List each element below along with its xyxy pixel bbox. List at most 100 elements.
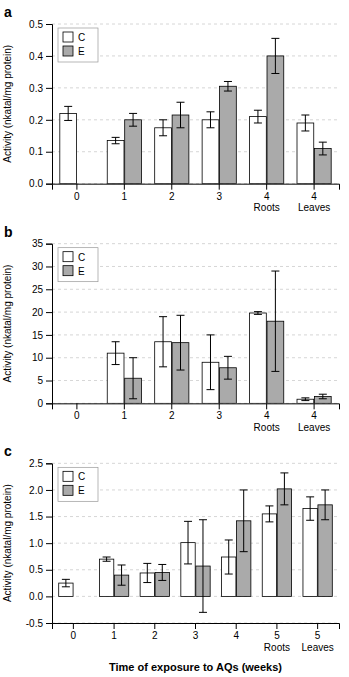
tick-mark <box>124 403 125 409</box>
tick-mark <box>317 623 318 629</box>
y-tick: 0.5 <box>29 19 52 30</box>
tick-mark <box>171 184 172 190</box>
error-bar <box>199 520 207 613</box>
error-bar <box>280 473 288 505</box>
legend-label: E <box>78 485 85 496</box>
legend-swatch <box>63 32 73 42</box>
x-tick: 0 <box>74 184 80 202</box>
grid-line <box>52 334 339 335</box>
error-bar <box>64 106 72 120</box>
error-bar <box>118 565 126 585</box>
tick-mark <box>46 596 52 597</box>
tick-mark <box>46 184 52 185</box>
panel: c-0.50.00.51.01.52.02.5012345Roots5Leave… <box>2 443 340 673</box>
legend-label: E <box>78 266 85 277</box>
error-bar <box>177 315 185 370</box>
axis-line <box>46 25 53 185</box>
legend: CE <box>58 467 98 501</box>
tick-label: 2 <box>169 191 175 202</box>
tick-mark <box>46 289 52 290</box>
error-bar <box>319 394 327 399</box>
grid <box>52 24 339 184</box>
grid-line <box>52 289 339 290</box>
bar <box>267 56 284 184</box>
error-bar <box>224 81 232 91</box>
tick-mark <box>46 24 52 25</box>
grid-line <box>52 380 339 381</box>
marks <box>107 271 331 403</box>
legend-swatch <box>63 46 73 56</box>
legend-label: C <box>78 471 85 482</box>
tick-label: 25 <box>32 284 44 295</box>
tick-mark <box>236 623 237 629</box>
tick-label: 0.1 <box>29 146 43 157</box>
error-bar <box>159 120 167 136</box>
tick-label: 5 <box>37 375 43 386</box>
bar <box>107 141 124 184</box>
plot: 0510152025303501234Roots4LeavesActivity … <box>2 238 340 433</box>
y-tick: 1.0 <box>29 538 52 549</box>
tick-mark <box>219 403 220 409</box>
tick-mark <box>46 381 52 382</box>
error-bar <box>143 563 151 582</box>
y-tick: 0.0 <box>29 591 52 602</box>
error-bar <box>112 342 120 365</box>
x-tick: 1 <box>122 403 128 421</box>
x-tick: 0 <box>71 623 77 641</box>
legend-swatch <box>63 471 73 481</box>
x-tick: 4Leaves <box>298 184 330 214</box>
y-tick: 0.0 <box>29 178 52 189</box>
grid-line <box>52 119 339 120</box>
tick-mark <box>76 403 77 409</box>
series <box>107 312 313 404</box>
error-bar <box>254 110 262 123</box>
error-bar <box>129 113 137 126</box>
axis-line <box>46 464 53 624</box>
x-tick: 5Leaves <box>302 623 334 653</box>
legend-swatch <box>63 485 73 495</box>
y-tick: 0.3 <box>29 83 52 94</box>
panel-label: b <box>4 224 13 240</box>
tick-label: 0.0 <box>29 178 43 189</box>
grid <box>52 244 339 404</box>
tick-label: 5Leaves <box>302 630 334 653</box>
tick-mark <box>46 490 52 491</box>
bar <box>262 514 276 596</box>
error-bar <box>129 358 137 399</box>
panel-label: a <box>4 4 12 20</box>
legend-frame <box>58 467 98 501</box>
tick-label: 4Leaves <box>298 191 330 214</box>
legend-item: C <box>63 471 85 482</box>
error-bar <box>103 557 111 561</box>
marks <box>59 473 333 612</box>
y-tick: 2.5 <box>29 458 52 469</box>
tick-label: 0.2 <box>29 115 43 126</box>
tick-mark <box>314 184 315 190</box>
tick-mark <box>154 623 155 629</box>
plot: -0.50.00.51.01.52.02.5012345Roots5Leaves… <box>2 458 340 673</box>
tick-mark <box>46 312 52 313</box>
bar <box>250 117 267 184</box>
tick-mark <box>46 335 52 336</box>
legend-frame <box>58 28 98 62</box>
tick-label: 2 <box>152 630 158 641</box>
tick-mark <box>46 543 52 544</box>
tick-label: 15 <box>32 330 44 341</box>
tick-label: 0 <box>71 630 77 641</box>
tick-mark <box>76 184 77 190</box>
tick-label: 0 <box>74 191 80 202</box>
tick-label: 20 <box>32 307 44 318</box>
error-bar <box>301 398 309 401</box>
grid-line <box>52 243 339 244</box>
error-bar <box>265 506 273 522</box>
error-bar <box>112 137 120 143</box>
tick-mark <box>46 463 52 464</box>
legend-item: E <box>63 46 85 57</box>
panel: a0.00.10.20.30.40.501234Roots4LeavesActi… <box>2 4 340 213</box>
tick-label: 1 <box>111 630 117 641</box>
x-tick: 2 <box>169 403 175 421</box>
x-tick: 3 <box>216 184 222 202</box>
error-bar <box>225 540 233 574</box>
legend-item: E <box>63 485 85 496</box>
y-tick: 0.4 <box>29 51 52 62</box>
